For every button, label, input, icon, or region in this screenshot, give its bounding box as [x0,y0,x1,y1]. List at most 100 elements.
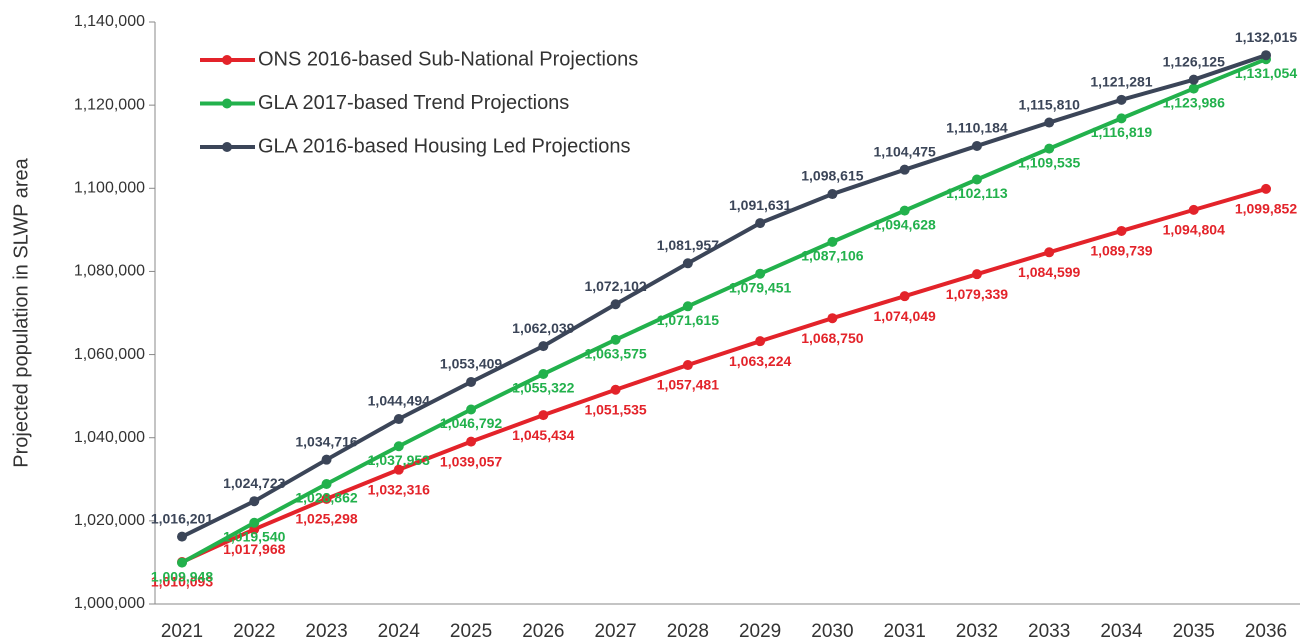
value-label: 1,046,792 [440,415,502,431]
point [249,496,260,507]
point [321,479,332,490]
value-label: 1,016,201 [151,510,213,526]
series-line [181,57,1267,565]
y-tick-label: 1,100,000 [74,180,145,197]
value-label: 1,057,481 [657,377,719,393]
legend-marker [222,142,232,152]
x-tick-label: 2026 [522,621,564,642]
value-label: 1,104,475 [874,143,936,159]
value-label: 1,063,575 [584,345,646,361]
y-tick-label: 1,120,000 [74,96,145,113]
point [393,464,404,475]
legend-label: ONS 2016-based Sub-National Projections [258,48,638,70]
value-label: 1,068,750 [801,330,863,346]
point [1116,225,1127,236]
value-label: 1,099,852 [1235,201,1297,217]
point [610,299,621,310]
x-tick-label: 2022 [233,621,275,642]
value-label: 1,123,986 [1163,94,1225,110]
point [177,557,187,568]
point [755,218,766,229]
point [466,404,477,415]
x-tick-label: 2025 [450,621,492,642]
y-tick-label: 1,000,000 [74,595,145,612]
value-label: 1,072,102 [584,278,646,294]
value-label: 1,009,948 [151,568,213,584]
value-label: 1,110,184 [946,120,1008,136]
value-label: 1,131,054 [1235,65,1297,81]
point [682,301,693,312]
series-line [181,186,1267,564]
point [971,269,982,280]
point [538,341,549,352]
value-label: 1,116,819 [1091,124,1153,140]
value-label: 1,062,039 [512,320,574,336]
value-label: 1,126,125 [1163,53,1225,69]
value-label: 1,055,322 [512,380,574,396]
value-label: 1,091,631 [729,197,791,213]
value-label: 1,079,339 [946,286,1008,302]
point [682,360,693,371]
point [1116,113,1127,124]
y-axis-label: Projected population in SLWP area [10,157,32,467]
point [1044,247,1055,258]
value-label: 1,098,615 [801,168,863,184]
x-tick-label: 2021 [161,621,203,642]
legend-label: GLA 2016-based Housing Led Projections [258,135,630,157]
x-tick-label: 2031 [884,621,926,642]
value-label: 1,034,716 [295,433,357,449]
value-label: 1,079,451 [729,279,791,295]
value-label: 1,081,957 [657,237,719,253]
point [393,441,404,452]
value-label: 1,044,494 [368,393,430,409]
value-label: 1,084,599 [1018,264,1080,280]
value-label: 1,074,049 [874,308,936,324]
x-tick-label: 2030 [811,621,853,642]
point [755,336,766,347]
value-label: 1,102,113 [946,185,1008,201]
y-tick-label: 1,020,000 [74,512,145,529]
legend-marker [222,55,232,65]
value-label: 1,019,540 [223,528,285,544]
point [1044,143,1055,154]
value-label: 1,087,106 [801,248,863,264]
value-label: 1,109,535 [1018,154,1080,170]
y-tick-label: 1,040,000 [74,429,145,446]
point [321,454,332,465]
y-tick-label: 1,060,000 [74,346,145,363]
point [610,334,621,345]
point [899,164,910,175]
x-tick-label: 2035 [1173,621,1215,642]
value-label: 1,025,298 [295,511,357,527]
value-label: 1,089,739 [1090,243,1152,259]
point [1044,117,1055,128]
point [899,205,910,216]
point [249,517,260,528]
point [682,258,693,269]
x-tick-label: 2028 [667,621,709,642]
point [899,291,910,302]
point [827,313,838,324]
point [1188,74,1199,85]
point [1188,83,1199,94]
legend-label: GLA 2017-based Trend Projections [258,92,569,114]
point [971,174,982,185]
y-tick-label: 1,080,000 [74,263,145,280]
value-label: 1,094,628 [874,216,936,232]
value-label: 1,037,953 [368,452,430,468]
value-label: 1,053,409 [440,356,502,372]
point [538,410,549,421]
legend-marker [222,98,232,109]
point [755,268,766,279]
point [971,140,982,151]
point [466,436,477,447]
value-label: 1,071,615 [657,312,719,328]
value-label: 1,051,535 [584,401,646,417]
series-line [181,53,1267,539]
x-tick-label: 2033 [1028,621,1070,642]
x-tick-label: 2027 [594,621,636,642]
point [321,493,332,504]
value-label: 1,017,968 [223,541,285,557]
y-tick-label: 1,140,000 [74,13,145,30]
